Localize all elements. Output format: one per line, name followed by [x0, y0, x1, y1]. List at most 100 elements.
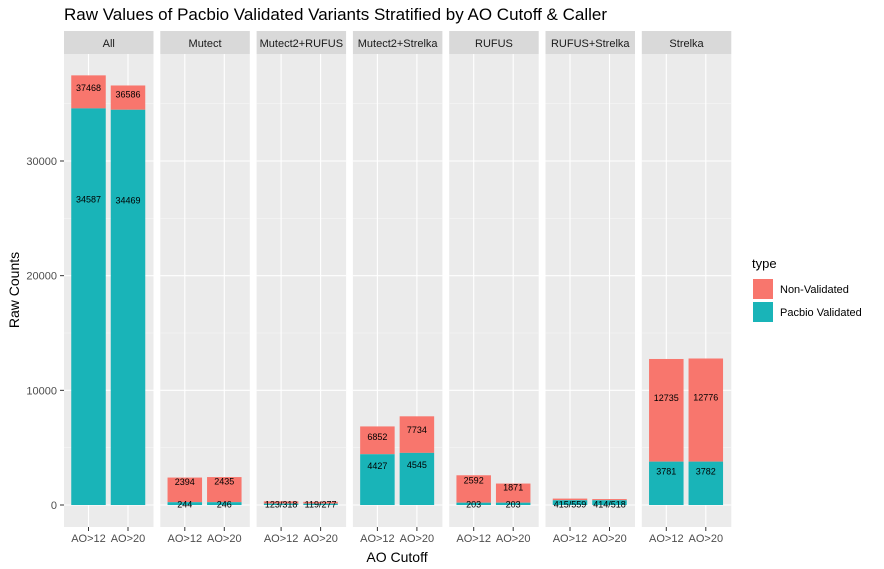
y-tick-label: 20000: [26, 271, 57, 283]
y-axis: 0 10000 20000 30000: [26, 156, 64, 512]
bar-value-label-validated: 34587: [76, 195, 101, 205]
bar-value-label-validated: 244: [177, 500, 192, 510]
bar-value-label-total: 36586: [115, 90, 140, 100]
bar-value-label: 414/518: [593, 500, 626, 510]
bar-value-label-total: 7734: [407, 425, 427, 435]
facet-strip-label: Strelka: [669, 38, 704, 50]
legend-label: Non-Validated: [780, 284, 849, 296]
bar-non-validated: [552, 498, 588, 501]
bar-non-validated: [688, 358, 724, 462]
x-tick-label: AO>12: [553, 533, 588, 545]
bar-value-label-total: 37468: [76, 83, 101, 93]
panel-background: [449, 54, 539, 527]
bar-pacbio-validated: [71, 108, 106, 505]
bar-pacbio-validated: [456, 502, 491, 505]
bar-value-label: 415/559: [554, 500, 587, 510]
legend-label: Pacbio Validated: [780, 307, 862, 319]
x-tick-label: AO>20: [207, 533, 242, 545]
facet-strip: [64, 31, 154, 54]
bar-non-validated: [207, 477, 242, 503]
x-tick-label: AO>20: [303, 533, 338, 545]
facet-strip-label: RUFUS: [475, 38, 513, 50]
bar-value-label-total: 12735: [654, 393, 679, 403]
x-tick-label: AO>20: [400, 533, 435, 545]
bar-non-validated: [456, 475, 491, 503]
bar-non-validated: [495, 483, 531, 503]
bar-non-validated: [110, 85, 146, 110]
bar-value-label-total: 2394: [175, 477, 195, 487]
bar-value-label: 119/277: [305, 500, 337, 510]
y-axis-title: Raw Counts: [6, 252, 22, 328]
facet-panel: RUFUS 203 2592 AO>12 203 1871 AO>20: [449, 31, 539, 545]
bar-value-label-total: 12776: [693, 393, 718, 403]
bar-value-label-total: 2592: [464, 475, 484, 485]
bar-non-validated: [263, 501, 299, 504]
panel-background: [256, 54, 347, 527]
facet-strip-label: Mutect: [189, 38, 222, 50]
x-tick-label: AO>12: [456, 533, 491, 545]
legend: type Non-Validated Pacbio Validated: [752, 256, 862, 322]
facet-strip-label: RUFUS+Strelka: [551, 38, 630, 50]
facet-strip-label: Mutect2+RUFUS: [260, 38, 343, 50]
legend-title: type: [752, 256, 777, 271]
bar-pacbio-validated: [360, 454, 395, 505]
bar-non-validated: [399, 416, 435, 453]
bar-pacbio-validated: [688, 461, 724, 505]
facet-strip: [256, 31, 347, 54]
x-tick-label: AO>12: [168, 533, 203, 545]
facet-panel: Strelka 3781 12735 AO>12 3782 12776 AO>20: [641, 31, 732, 545]
bar-pacbio-validated: [649, 461, 684, 505]
facet-strip: [160, 31, 250, 54]
bar-non-validated: [167, 477, 203, 503]
facet-strip: [545, 31, 635, 54]
facet-panel: RUFUS+Strelka 415/559 AO>12 414/518 AO>20: [545, 31, 635, 545]
y-tick-label: 0: [51, 500, 57, 512]
bar-value-label-validated: 3781: [656, 467, 676, 477]
facet-panel: Mutect2+RUFUS 123/318 AO>12 119/277 AO>20: [256, 31, 347, 545]
y-tick-label: 10000: [26, 385, 57, 397]
bar-value-label-total: 6852: [367, 432, 387, 442]
legend-swatch: [753, 279, 773, 299]
chart-title: Raw Values of Pacbio Validated Variants …: [64, 5, 607, 24]
x-tick-label: AO>20: [496, 533, 531, 545]
bar-pacbio-validated: [303, 503, 338, 505]
bar-value-label-validated: 4545: [407, 460, 427, 470]
x-tick-label: AO>12: [360, 533, 395, 545]
legend-swatch: [753, 302, 773, 322]
bar-non-validated: [649, 358, 684, 462]
bar-value-label-validated: 203: [466, 500, 481, 510]
x-tick-label: AO>12: [71, 533, 106, 545]
bar-non-validated: [592, 499, 627, 501]
facet-panel: Mutect 244 2394 AO>12 246 2435 AO>20: [160, 31, 250, 545]
facet-strip: [352, 31, 443, 54]
bar-value-label-validated: 3782: [696, 467, 716, 477]
x-tick-label: AO>12: [649, 533, 684, 545]
panel-background: [545, 54, 635, 527]
facet-panel: All 34587 37468 AO>12 34469 36586 AO>20: [64, 31, 154, 545]
bar-pacbio-validated: [399, 452, 435, 505]
bar-value-label-validated: 246: [217, 500, 232, 510]
bar-value-label-total: 1871: [503, 483, 523, 493]
bar-pacbio-validated: [263, 503, 299, 505]
bar-non-validated: [360, 426, 395, 455]
x-tick-label: AO>12: [264, 533, 299, 545]
facet-strip: [449, 31, 539, 54]
y-tick-label: 30000: [26, 156, 57, 168]
bar-value-label-validated: 4427: [367, 461, 387, 471]
bar-value-label: 123/318: [265, 500, 298, 510]
x-tick-label: AO>20: [592, 533, 627, 545]
bar-pacbio-validated: [592, 500, 627, 505]
facet-strip-label: All: [103, 38, 115, 50]
facet-strip: [641, 31, 732, 54]
bar-non-validated: [71, 75, 106, 109]
bar-pacbio-validated: [495, 502, 531, 505]
bar-pacbio-validated: [207, 502, 242, 505]
bar-non-validated: [303, 501, 338, 504]
facet-panels: All3458737468AO>123446936586AO>20Mutect2…: [64, 31, 732, 545]
x-tick-label: AO>20: [689, 533, 724, 545]
bar-pacbio-validated: [552, 500, 588, 505]
x-axis-title: AO Cutoff: [366, 549, 427, 565]
x-tick-label: AO>20: [111, 533, 146, 545]
bar-pacbio-validated: [110, 109, 146, 506]
